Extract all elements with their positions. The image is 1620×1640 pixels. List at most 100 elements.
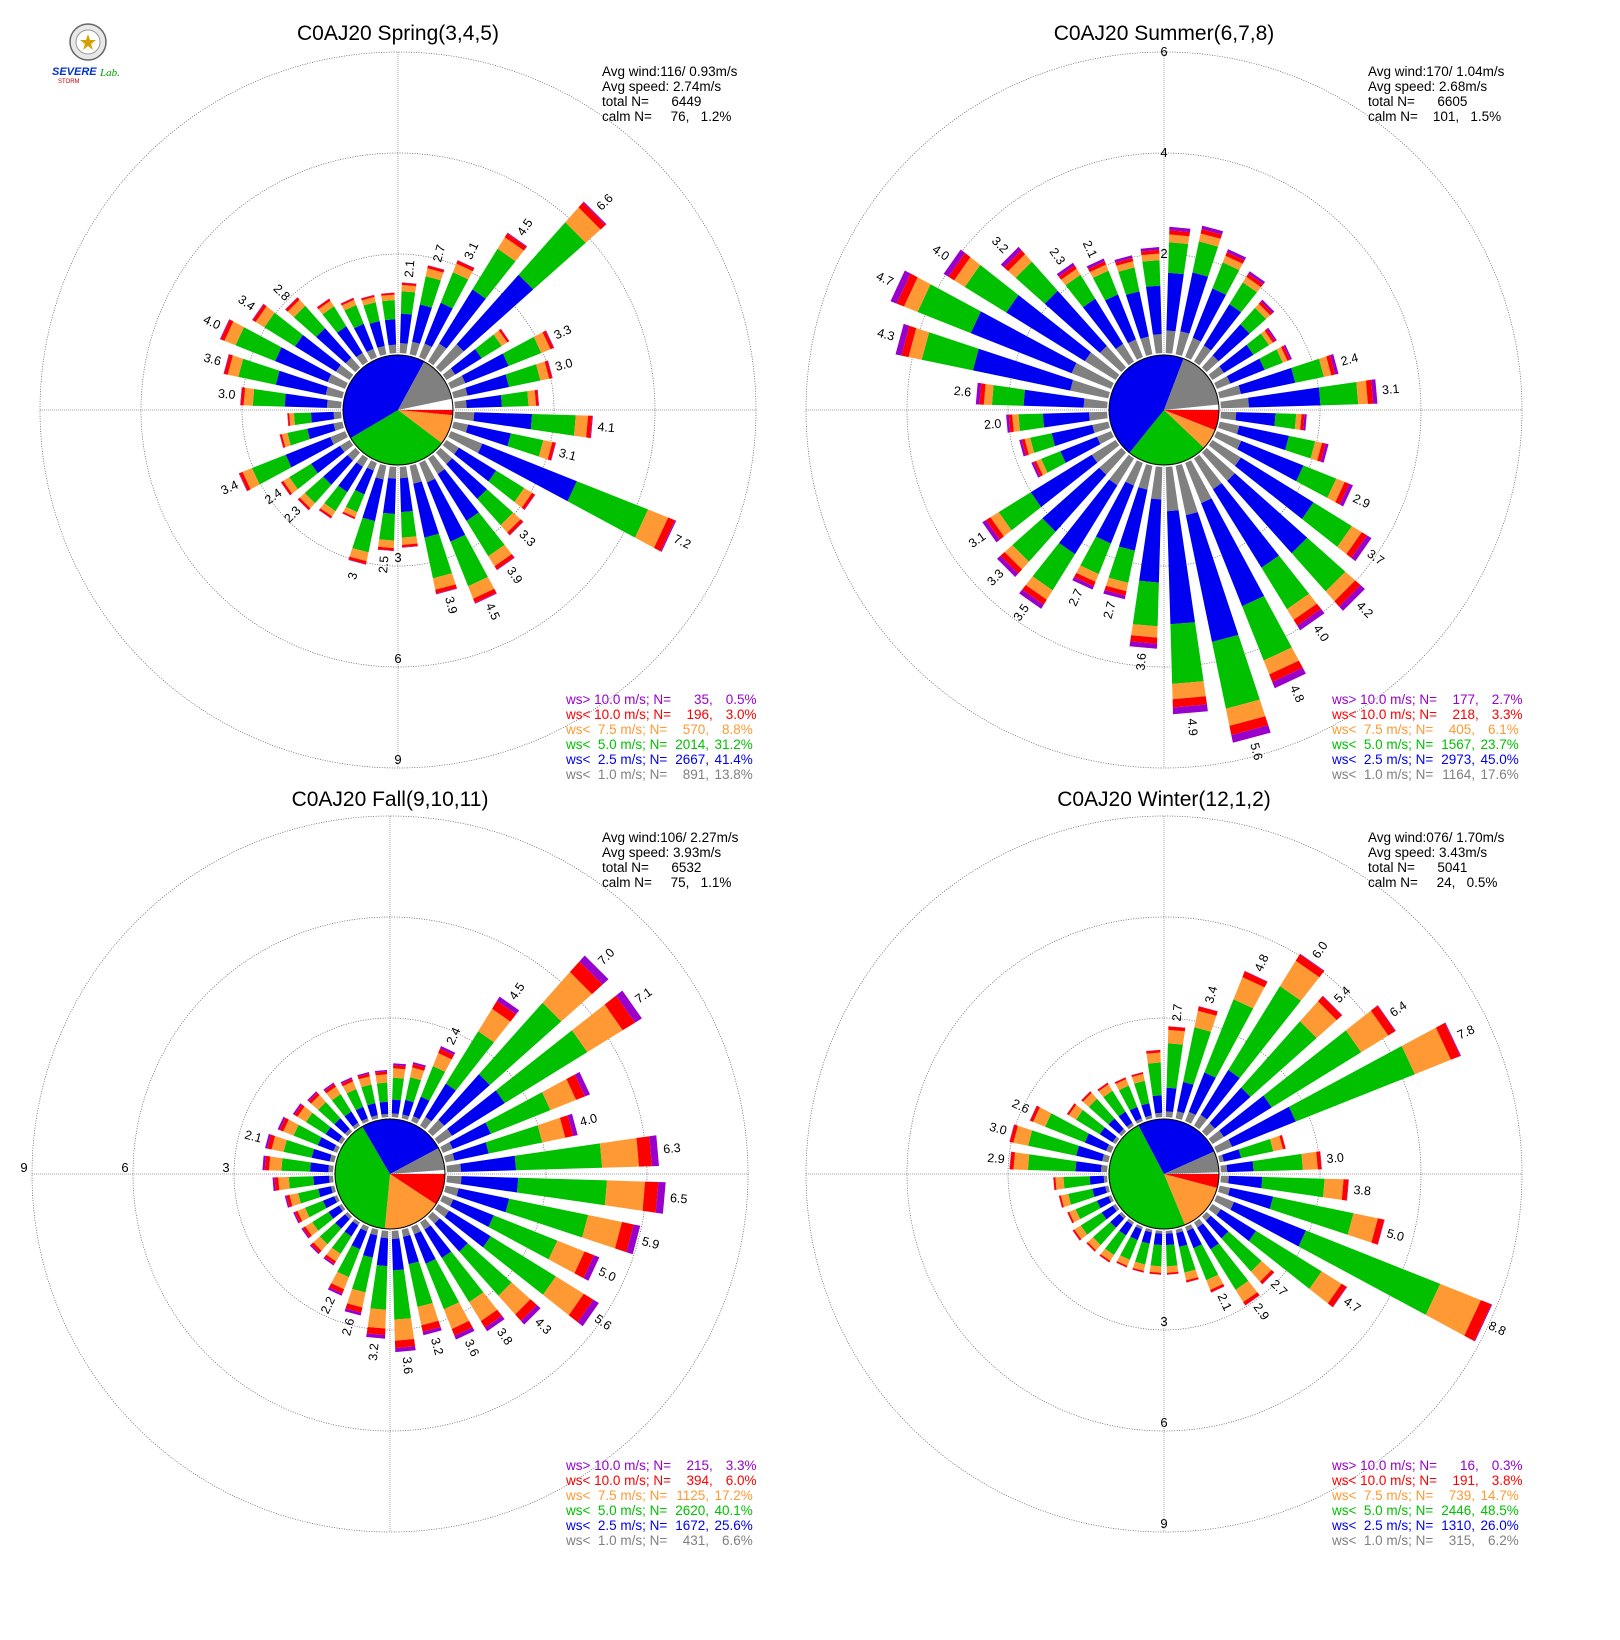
petal-segment — [392, 1068, 406, 1079]
petal-segment — [948, 252, 971, 281]
stats-line: Avg wind:076/ 1.70m/s — [1368, 830, 1505, 845]
legend-entry: ws< 1.0 m/s; N= 315, 6.2% — [1332, 1533, 1523, 1548]
petal-label: 2.9 — [1251, 1301, 1272, 1323]
petal-segment — [574, 415, 589, 438]
petal-segment — [252, 304, 267, 322]
petal-segment — [1166, 1271, 1179, 1275]
petal-segment — [393, 1065, 406, 1070]
petal-segment — [1235, 412, 1276, 427]
petal-segment — [425, 1083, 456, 1122]
petal-segment — [1330, 354, 1339, 375]
pie-slice — [390, 1148, 445, 1174]
legend-sep: , — [1471, 722, 1479, 737]
petal-25: 4.8 — [1185, 952, 1272, 1124]
petal-segment — [654, 517, 675, 552]
petal-segment — [408, 1261, 433, 1307]
petal-segment — [1172, 681, 1206, 700]
petal-segment — [317, 1137, 337, 1152]
petal-segment — [345, 1303, 363, 1313]
petal-segment — [1149, 1273, 1161, 1275]
legend-sep: , — [709, 692, 717, 707]
petal-segment — [1303, 414, 1307, 431]
petal-segment — [436, 588, 458, 595]
petal-segment — [412, 1064, 426, 1071]
petal-segment — [504, 233, 527, 251]
legend-count: 215 — [686, 1458, 710, 1473]
petal-segment — [1319, 382, 1359, 406]
legend-pct: 6.2% — [1488, 1533, 1519, 1548]
petal-segment — [420, 1218, 431, 1230]
legend-pct: 13.8% — [714, 767, 753, 782]
petal-segment — [1106, 1144, 1114, 1153]
petal-segment — [340, 297, 355, 306]
petal-segment — [496, 557, 515, 571]
petal-115: 2.9 — [1214, 431, 1372, 511]
petal-175 — [1165, 1230, 1179, 1275]
legend-count: 2620 — [675, 1503, 706, 1518]
petal-segment — [1198, 233, 1221, 247]
petal-segment — [1186, 1277, 1199, 1283]
petal-segment — [388, 466, 397, 479]
petal-segment — [425, 1259, 460, 1310]
petal-segment — [1165, 1087, 1177, 1112]
petal-segment — [473, 412, 533, 430]
petal-215 — [323, 1218, 360, 1266]
petal-205: 2.2 — [318, 1224, 369, 1316]
petal-label: 4.7 — [874, 269, 896, 289]
grid-ring — [140, 152, 656, 668]
petal-segment — [412, 304, 432, 344]
petal-265: 2.0 — [983, 411, 1108, 433]
petal-segment — [324, 485, 348, 512]
petal-segment — [452, 387, 468, 399]
petal-segment — [357, 1073, 370, 1080]
petal-segment — [1309, 1271, 1342, 1304]
petal-segment — [505, 1198, 589, 1238]
petal-335: 2.1 — [1080, 238, 1143, 360]
petal-segment — [223, 354, 230, 374]
petal-segment — [572, 1004, 623, 1053]
petal-segment — [1146, 285, 1162, 335]
petal-segment — [1012, 414, 1020, 432]
petal-label: 3.5 — [1011, 601, 1032, 623]
stats-line: Avg speed: 2.74m/s — [602, 79, 722, 94]
pie-outline — [334, 1118, 446, 1230]
petal-125 — [442, 440, 536, 510]
petal-155: 2.1 — [1185, 1224, 1235, 1313]
petal-235: 3.1 — [966, 440, 1120, 551]
petal-segment — [309, 1244, 320, 1255]
petal-segment — [1229, 716, 1269, 736]
petal-segment — [1270, 1135, 1283, 1152]
petal-segment — [428, 454, 445, 475]
petal-segment — [1241, 1021, 1317, 1097]
petal-segment — [507, 232, 528, 247]
petal-segment — [1238, 367, 1296, 394]
petal-95: 3.8 — [1220, 1175, 1372, 1201]
petal-segment — [465, 374, 510, 396]
petal-segment — [327, 1287, 343, 1296]
petal-segment — [1225, 252, 1245, 264]
petal-segment — [1167, 1273, 1179, 1275]
petal-label: 6.6 — [594, 191, 616, 213]
petal-segment — [568, 1293, 594, 1323]
petal-segment — [1141, 1230, 1152, 1244]
petal-segment — [908, 328, 930, 360]
legend-pct: 31.2% — [714, 737, 753, 752]
petal-segment — [1228, 1175, 1263, 1189]
legend-pct: 40.1% — [714, 1503, 753, 1518]
pie-slice — [1108, 1125, 1185, 1230]
petal-segment — [1027, 1154, 1077, 1172]
petal-segment — [294, 1210, 303, 1223]
petal-segment — [334, 1118, 350, 1134]
petal-segment — [281, 480, 293, 496]
petal-segment — [660, 520, 677, 552]
petal-segment — [904, 277, 931, 312]
petal-segment — [1009, 1124, 1018, 1143]
petal-segment — [1310, 441, 1322, 461]
petal-segment — [454, 400, 467, 409]
legend-count: 1164 — [1442, 767, 1472, 782]
petal-segment — [1280, 960, 1320, 1001]
petal-segment — [379, 1101, 389, 1115]
petal-segment — [1165, 466, 1179, 512]
petal-segment — [399, 466, 408, 479]
